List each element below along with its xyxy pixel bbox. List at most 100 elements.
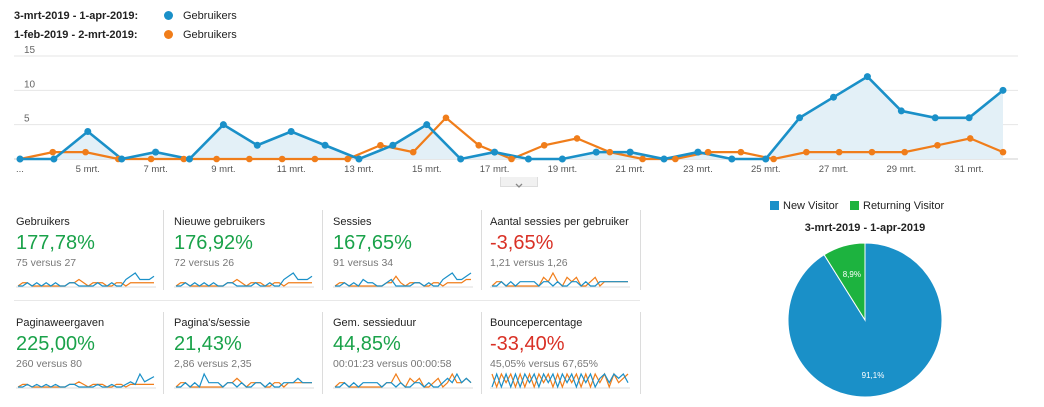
- current-series-point: [50, 155, 58, 163]
- metric-users[interactable]: Gebruikers 177,78% 75 versus 27: [16, 216, 163, 296]
- x-tick-label: ...: [16, 164, 24, 175]
- previous-series-point: [704, 148, 712, 156]
- metric-value: 177,78%: [16, 232, 95, 254]
- x-tick-label: 5 mrt.: [76, 164, 100, 175]
- legend-square-icon: [850, 201, 859, 210]
- previous-series-point: [508, 155, 515, 163]
- current-series-point: [152, 148, 160, 156]
- current-series-point: [389, 141, 397, 149]
- metric-label: Gebruikers: [16, 216, 70, 228]
- x-tick-label: 21 mrt.: [615, 164, 645, 175]
- metric-value: -33,40%: [490, 333, 565, 355]
- metric-sessions[interactable]: Sessies 167,65% 91 versus 34: [333, 216, 480, 296]
- metric-new-users[interactable]: Nieuwe gebruikers 176,92% 72 versus 26: [174, 216, 321, 296]
- previous-series-point: [966, 135, 974, 142]
- x-tick-label: 11 mrt.: [277, 164, 306, 175]
- x-tick-label: 17 mrt.: [480, 164, 510, 175]
- metric-sparkline: [333, 372, 473, 389]
- x-tick-label: 31 mrt.: [954, 164, 984, 175]
- x-tick-label: 15 mrt.: [412, 164, 442, 175]
- metric-sessions-per-user[interactable]: Aantal sessies per gebruiker -3,65% 1,21…: [490, 216, 637, 296]
- metric-avg-session-duration[interactable]: Gem. sessieduur 44,85% 00:01:23 versus 0…: [333, 317, 480, 397]
- pie-slice-returning-visitor: [823, 242, 866, 322]
- previous-series-point: [475, 141, 483, 149]
- metric-compare: 1,21 versus 1,26: [490, 257, 568, 269]
- legend-current-series[interactable]: Gebruikers: [164, 10, 237, 22]
- metric-pages-per-session[interactable]: Pagina's/sessie 21,43% 2,86 versus 2,35: [174, 317, 321, 397]
- pie-title: 3-mrt-2019 - 1-apr-2019: [804, 222, 926, 234]
- legend-previous-series-label: Gebruikers: [183, 29, 237, 41]
- x-tick-label: 27 mrt.: [819, 164, 849, 175]
- collapse-chart-button[interactable]: [500, 177, 538, 188]
- legend-current-series-label: Gebruikers: [183, 10, 237, 22]
- x-tick-label: 7 mrt.: [143, 164, 167, 175]
- pie-label-returning: 8,9%: [843, 270, 861, 279]
- visitor-type-pie-chart[interactable]: 8,9% 91,1%: [780, 240, 950, 400]
- previous-series-point: [770, 155, 777, 163]
- current-series-point: [694, 148, 702, 156]
- legend-previous-period: 1-feb-2019 - 2-mrt-2019:: [14, 29, 138, 41]
- pie-legend-returning[interactable]: Returning Visitor: [850, 200, 944, 212]
- previous-series-point: [672, 155, 679, 163]
- metric-sparkline: [333, 272, 473, 288]
- current-series-point: [84, 128, 92, 136]
- sparkline-current: [491, 372, 629, 389]
- pie-legend-returning-label: Returning Visitor: [863, 200, 945, 212]
- current-series-point: [626, 148, 634, 156]
- previous-series-point: [835, 148, 843, 156]
- current-series-point: [558, 155, 566, 163]
- metric-pageviews[interactable]: Paginaweergaven 225,00% 260 versus 80: [16, 317, 163, 397]
- metric-sparkline: [490, 271, 630, 288]
- metric-value: 44,85%: [333, 333, 401, 355]
- sparkline-previous: [17, 381, 154, 388]
- previous-series-point: [606, 148, 614, 156]
- previous-series-point: [901, 148, 908, 156]
- current-series-point: [423, 121, 431, 129]
- previous-series-point: [311, 155, 319, 163]
- y-tick-label: 10: [24, 79, 36, 90]
- previous-series-point: [213, 155, 220, 163]
- x-tick-label: 13 mrt.: [344, 164, 374, 175]
- metric-compare: 45,05% versus 67,65%: [490, 358, 598, 370]
- pie-slice-new-visitor: [787, 242, 943, 398]
- previous-series-point: [377, 141, 384, 149]
- previous-series-point: [278, 155, 286, 163]
- current-series-point: [185, 155, 193, 163]
- chevron-down-icon: [515, 183, 523, 188]
- legend-previous-series[interactable]: Gebruikers: [164, 29, 237, 41]
- y-tick-label: 15: [24, 45, 36, 56]
- current-series-point: [999, 86, 1007, 94]
- metric-value: 167,65%: [333, 232, 412, 254]
- sparkline-current: [335, 272, 472, 287]
- metric-label: Bouncepercentage: [490, 317, 583, 329]
- metric-sparkline: [16, 272, 156, 288]
- previous-series-point: [180, 155, 188, 163]
- metric-compare: 260 versus 80: [16, 358, 82, 370]
- x-tick-label: 23 mrt.: [683, 164, 713, 175]
- previous-series-point: [639, 155, 646, 163]
- metric-bounce-rate[interactable]: Bouncepercentage -33,40% 45,05% versus 6…: [490, 317, 637, 397]
- current-series-point: [287, 128, 295, 136]
- metric-value: 225,00%: [16, 333, 95, 355]
- users-line-chart[interactable]: 5 10 15... 5 mrt. 7 mrt. 9 mrt. 11 mrt. 13 mrt.…: [0, 44, 1044, 176]
- metric-value: 21,43%: [174, 333, 242, 355]
- sparkline-current: [18, 372, 155, 388]
- previous-series-point: [573, 135, 581, 142]
- current-series-point: [16, 155, 24, 163]
- current-series-point: [863, 73, 871, 81]
- legend-square-icon: [770, 201, 779, 210]
- previous-series-point: [803, 148, 810, 156]
- metric-label: Aantal sessies per gebruiker: [490, 216, 629, 228]
- series-dot-icon: [164, 11, 173, 20]
- current-series-point: [457, 155, 465, 163]
- metric-compare: 00:01:23 versus 00:00:58: [333, 358, 452, 370]
- current-series-point: [796, 114, 804, 122]
- previous-series-point: [868, 148, 876, 156]
- current-series-point: [253, 141, 261, 149]
- current-series-point: [897, 107, 905, 115]
- current-series-area: [20, 76, 1003, 159]
- x-tick-label: 9 mrt.: [211, 164, 235, 175]
- previous-series-point: [934, 141, 941, 149]
- pie-legend-new[interactable]: New Visitor: [770, 200, 838, 212]
- metric-sparkline: [490, 372, 630, 389]
